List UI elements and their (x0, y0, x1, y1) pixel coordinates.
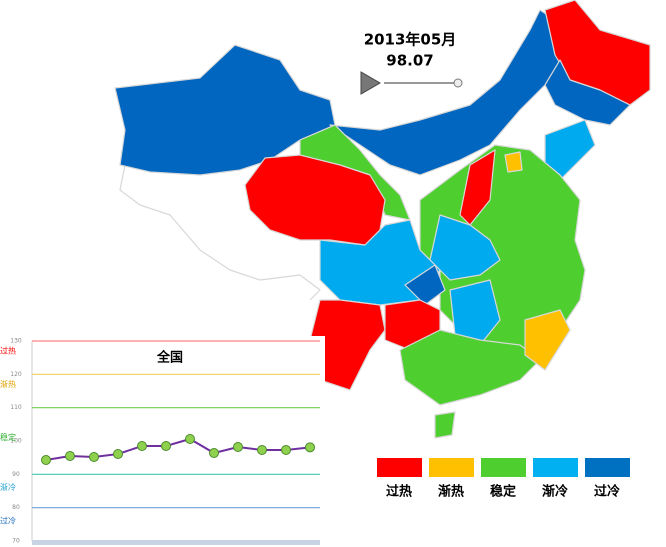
point (65, 451, 75, 461)
legend-label: 渐热 (438, 484, 464, 500)
point (89, 452, 99, 462)
region (524, 309, 571, 371)
point (185, 434, 195, 444)
point (209, 448, 219, 458)
point (113, 449, 123, 459)
date: 2013年05月 (364, 31, 457, 49)
index-value: 98.07 (386, 52, 433, 70)
play-button[interactable] (360, 71, 381, 95)
legend: 过热 渐热 稳定 渐冷 过冷 (377, 458, 630, 500)
chart-background (0, 336, 325, 547)
chart-title: 全国 (156, 350, 183, 366)
band-label: 过冷 (0, 516, 16, 526)
band-label: 渐冷 (0, 482, 16, 492)
y-tick-label: 110 (10, 404, 22, 411)
legend-swatch (481, 458, 526, 477)
y-tick-label: 70 (12, 538, 20, 545)
band-label: 过热 (0, 346, 16, 356)
region (434, 411, 456, 439)
legend-swatch (533, 458, 578, 477)
legend-label: 过冷 (594, 484, 620, 500)
slider[interactable] (360, 71, 463, 95)
slider-handle[interactable] (453, 78, 463, 88)
legend-swatch (429, 458, 474, 477)
band-label: 渐热 (0, 379, 16, 389)
y-tick-label: 130 (10, 338, 22, 345)
band-label: 稳定 (0, 432, 16, 442)
y-tick-label: 80 (12, 504, 20, 511)
region (504, 151, 523, 173)
point (137, 441, 147, 451)
region (119, 164, 321, 301)
point (41, 455, 51, 465)
legend-swatch (585, 458, 630, 477)
region (399, 329, 541, 406)
map (114, 0, 651, 439)
legend-label: 稳定 (490, 484, 516, 500)
y-tick-label: 100 (10, 438, 22, 445)
y-tick-label: 120 (10, 371, 22, 378)
legend-label: 过热 (386, 484, 412, 500)
legend-swatch (377, 458, 422, 477)
point (305, 442, 315, 453)
x-axis (32, 540, 320, 545)
point (233, 442, 243, 452)
region (449, 279, 501, 346)
region (459, 149, 496, 226)
legend-label: 渐冷 (542, 484, 568, 500)
y-tick-label: 90 (12, 471, 20, 478)
region (544, 59, 631, 126)
region (404, 264, 446, 306)
point (161, 441, 171, 451)
point (257, 445, 267, 455)
point (281, 445, 291, 455)
